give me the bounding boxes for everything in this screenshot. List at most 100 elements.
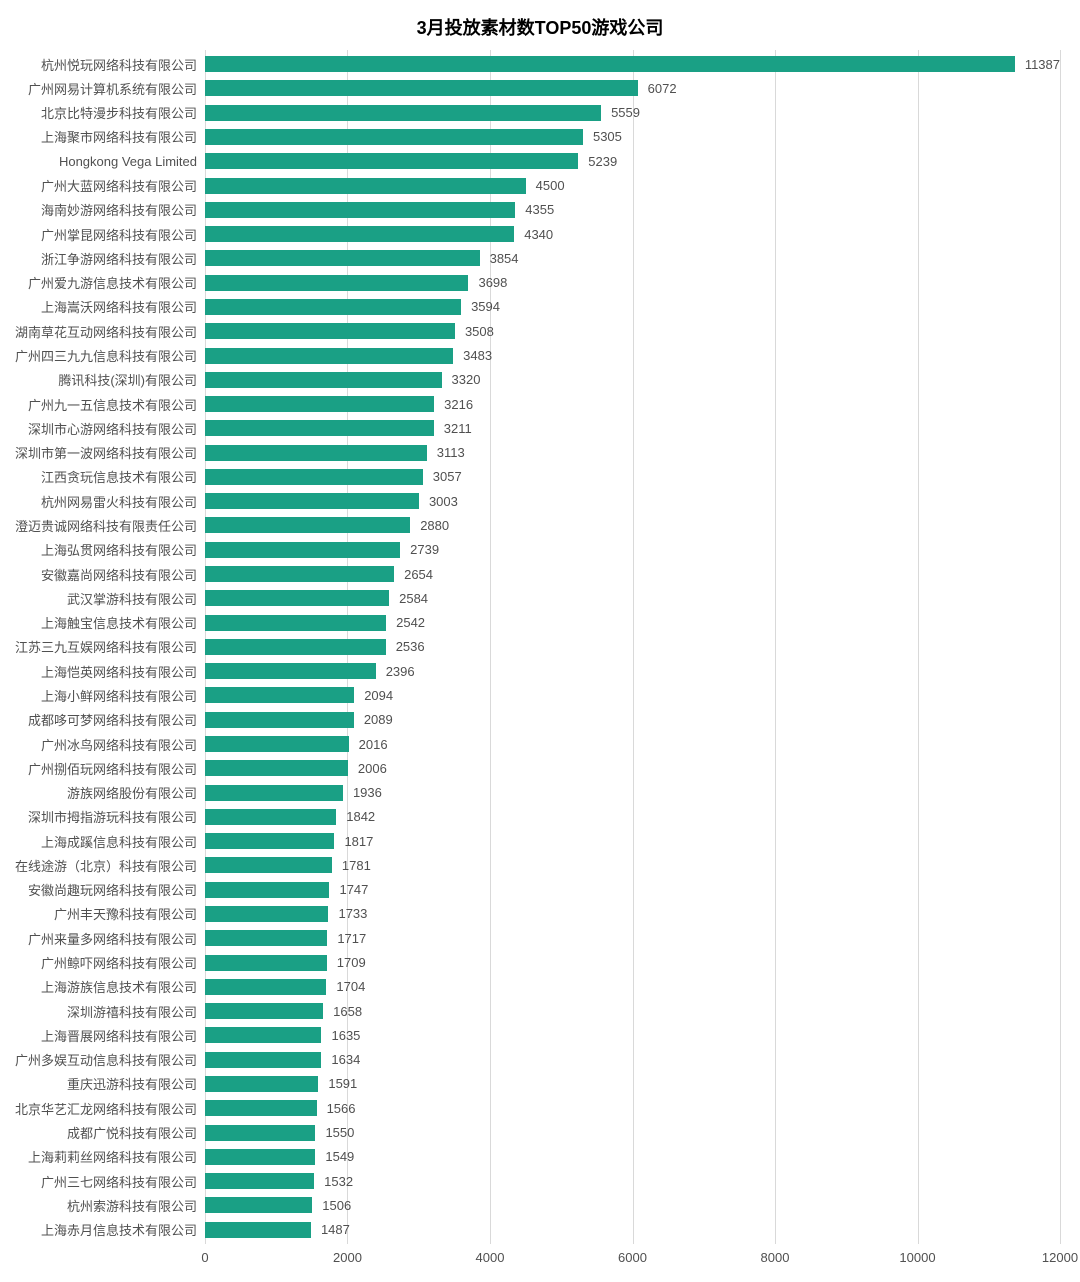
- bar: [205, 785, 343, 801]
- x-axis-tick: 6000: [618, 1250, 647, 1265]
- bar-label: 在线途游（北京）科技有限公司: [15, 856, 197, 875]
- x-axis-tick: 12000: [1042, 1250, 1078, 1265]
- bar-value: 1704: [336, 979, 365, 994]
- bar: [205, 590, 389, 606]
- bar: [205, 129, 583, 145]
- bar-row: 江西贪玩信息技术有限公司3057: [205, 469, 1060, 485]
- bar-value: 2542: [396, 615, 425, 630]
- bar-label: 重庆迅游科技有限公司: [67, 1074, 197, 1093]
- bar: [205, 226, 514, 242]
- bar-label: 游族网络股份有限公司: [67, 783, 197, 802]
- bar: [205, 906, 328, 922]
- bar: [205, 1003, 323, 1019]
- bar: [205, 1149, 315, 1165]
- bar: [205, 202, 515, 218]
- bar-label: 上海嵩沃网络科技有限公司: [41, 297, 197, 316]
- bar-value: 1506: [322, 1198, 351, 1213]
- bar-label: 上海弘贯网络科技有限公司: [41, 540, 197, 559]
- bar: [205, 275, 468, 291]
- bar-value: 1658: [333, 1004, 362, 1019]
- bar-value: 1709: [337, 955, 366, 970]
- bar: [205, 857, 332, 873]
- bar-value: 5305: [593, 129, 622, 144]
- chart-container: 3月投放素材数TOP50游戏公司 杭州悦玩网络科技有限公司11387广州网易计算…: [0, 0, 1080, 1282]
- bar-row: 上海弘贯网络科技有限公司2739: [205, 542, 1060, 558]
- bar-label: 上海游族信息技术有限公司: [41, 977, 197, 996]
- bar: [205, 105, 601, 121]
- x-axis-tick: 10000: [899, 1250, 935, 1265]
- bar-row: 湖南草花互动网络科技有限公司3508: [205, 323, 1060, 339]
- bar-label: 湖南草花互动网络科技有限公司: [15, 322, 197, 341]
- bar-value: 3483: [463, 348, 492, 363]
- bar: [205, 348, 453, 364]
- bar-value: 4355: [525, 202, 554, 217]
- bar-label: Hongkong Vega Limited: [59, 154, 197, 169]
- bar-label: 上海成蹊信息科技有限公司: [41, 832, 197, 851]
- bar: [205, 712, 354, 728]
- bar: [205, 955, 327, 971]
- bar-value: 3854: [490, 251, 519, 266]
- bar-row: 北京华艺汇龙网络科技有限公司1566: [205, 1100, 1060, 1116]
- bar-label: 广州网易计算机系统有限公司: [28, 79, 197, 98]
- bar-label: 浙江争游网络科技有限公司: [41, 249, 197, 268]
- bar-label: 广州来量多网络科技有限公司: [28, 929, 197, 948]
- bar-label: 成都广悦科技有限公司: [67, 1123, 197, 1142]
- bar-label: 澄迈贵诚网络科技有限责任公司: [15, 516, 197, 535]
- bar-label: 北京比特漫步科技有限公司: [41, 103, 197, 122]
- bar-row: 深圳市心游网络科技有限公司3211: [205, 420, 1060, 436]
- bar-label: 深圳游禧科技有限公司: [67, 1002, 197, 1021]
- bar-row: 江苏三九互娱网络科技有限公司2536: [205, 639, 1060, 655]
- bar: [205, 1076, 318, 1092]
- bar-row: 上海嵩沃网络科技有限公司3594: [205, 299, 1060, 315]
- x-axis-tick: 4000: [476, 1250, 505, 1265]
- bar-label: 上海赤月信息技术有限公司: [41, 1220, 197, 1239]
- bar: [205, 178, 526, 194]
- bar-label: 上海晋展网络科技有限公司: [41, 1026, 197, 1045]
- bar-label: 深圳市心游网络科技有限公司: [28, 419, 197, 438]
- bar-value: 2006: [358, 761, 387, 776]
- bar: [205, 833, 334, 849]
- bar-row: 游族网络股份有限公司1936: [205, 785, 1060, 801]
- bar: [205, 250, 480, 266]
- bar-row: 杭州悦玩网络科技有限公司11387: [205, 56, 1060, 72]
- bar-value: 3003: [429, 494, 458, 509]
- bar: [205, 687, 354, 703]
- bar-row: 广州九一五信息技术有限公司3216: [205, 396, 1060, 412]
- bar-row: 重庆迅游科技有限公司1591: [205, 1076, 1060, 1092]
- bar-label: 上海聚市网络科技有限公司: [41, 127, 197, 146]
- bar: [205, 542, 400, 558]
- bar-row: Hongkong Vega Limited5239: [205, 153, 1060, 169]
- bar-value: 1532: [324, 1174, 353, 1189]
- bar-row: 深圳市第一波网络科技有限公司3113: [205, 445, 1060, 461]
- bar-value: 1549: [325, 1149, 354, 1164]
- bar-row: 上海聚市网络科技有限公司5305: [205, 129, 1060, 145]
- bar-row: 深圳游禧科技有限公司1658: [205, 1003, 1060, 1019]
- bar-row: 腾讯科技(深圳)有限公司3320: [205, 372, 1060, 388]
- bar-label: 安徽尚趣玩网络科技有限公司: [28, 880, 197, 899]
- bar-row: 武汉掌游科技有限公司2584: [205, 590, 1060, 606]
- bar: [205, 566, 394, 582]
- bar-row: 上海恺英网络科技有限公司2396: [205, 663, 1060, 679]
- bar: [205, 493, 419, 509]
- bar-row: 上海晋展网络科技有限公司1635: [205, 1027, 1060, 1043]
- bar-value: 2584: [399, 591, 428, 606]
- bar-label: 广州鲸吓网络科技有限公司: [41, 953, 197, 972]
- bar-row: 广州来量多网络科技有限公司1717: [205, 930, 1060, 946]
- bar-row: 杭州索游科技有限公司1506: [205, 1197, 1060, 1213]
- bar: [205, 153, 578, 169]
- bar-value: 1781: [342, 858, 371, 873]
- bar-value: 1733: [338, 906, 367, 921]
- bar-row: 上海游族信息技术有限公司1704: [205, 979, 1060, 995]
- bar-row: 澄迈贵诚网络科技有限责任公司2880: [205, 517, 1060, 533]
- bar-row: 成都广悦科技有限公司1550: [205, 1125, 1060, 1141]
- bar-value: 3320: [452, 372, 481, 387]
- bar-row: 广州爱九游信息技术有限公司3698: [205, 275, 1060, 291]
- bar-value: 4500: [536, 178, 565, 193]
- x-axis-tick: 2000: [333, 1250, 362, 1265]
- bar-value: 1487: [321, 1222, 350, 1237]
- bar-value: 2739: [410, 542, 439, 557]
- bar-label: 腾讯科技(深圳)有限公司: [58, 370, 197, 389]
- bar-label: 上海莉莉丝网络科技有限公司: [28, 1147, 197, 1166]
- bar-row: 深圳市拇指游玩科技有限公司1842: [205, 809, 1060, 825]
- bar: [205, 299, 461, 315]
